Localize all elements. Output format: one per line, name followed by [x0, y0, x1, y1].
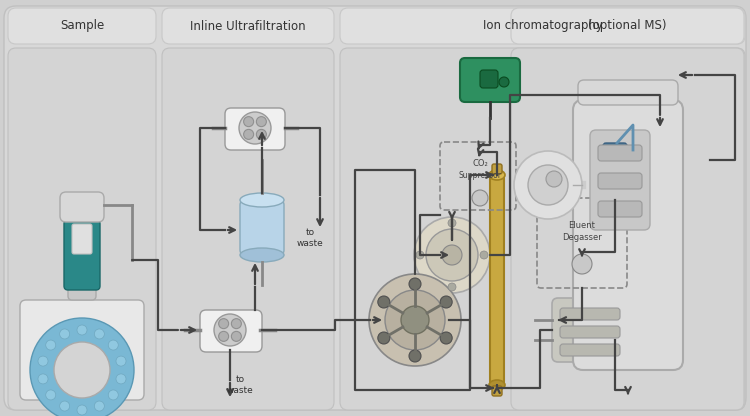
Circle shape: [46, 390, 56, 400]
Circle shape: [244, 116, 254, 126]
FancyBboxPatch shape: [552, 298, 628, 362]
Text: Degasser: Degasser: [562, 233, 602, 243]
Circle shape: [448, 219, 456, 227]
Circle shape: [499, 77, 509, 87]
Ellipse shape: [489, 170, 505, 180]
Circle shape: [239, 112, 271, 144]
Text: Inline Ultrafiltration: Inline Ultrafiltration: [190, 20, 306, 32]
Text: Eluent: Eluent: [568, 221, 596, 230]
FancyBboxPatch shape: [511, 48, 744, 410]
Circle shape: [546, 171, 562, 187]
Circle shape: [60, 401, 70, 411]
Circle shape: [30, 318, 134, 416]
FancyBboxPatch shape: [8, 8, 156, 44]
Circle shape: [440, 296, 452, 308]
Circle shape: [38, 356, 48, 366]
Circle shape: [385, 290, 445, 350]
FancyBboxPatch shape: [20, 300, 144, 400]
FancyBboxPatch shape: [605, 155, 625, 181]
Ellipse shape: [240, 193, 284, 207]
Circle shape: [231, 319, 242, 329]
FancyBboxPatch shape: [8, 48, 156, 410]
Circle shape: [38, 374, 48, 384]
FancyBboxPatch shape: [4, 6, 746, 410]
FancyBboxPatch shape: [603, 143, 627, 157]
Circle shape: [219, 319, 229, 329]
Circle shape: [219, 332, 229, 342]
FancyBboxPatch shape: [460, 58, 520, 102]
FancyBboxPatch shape: [68, 200, 96, 300]
FancyBboxPatch shape: [340, 8, 745, 44]
Circle shape: [60, 329, 70, 339]
FancyBboxPatch shape: [560, 308, 620, 320]
Circle shape: [378, 332, 390, 344]
Text: Suppressor: Suppressor: [458, 171, 502, 181]
Circle shape: [440, 332, 452, 344]
Text: to
waste: to waste: [296, 228, 323, 248]
Text: Sample: Sample: [60, 20, 104, 32]
Text: Ion chromatography: Ion chromatography: [482, 20, 602, 32]
Circle shape: [426, 229, 478, 281]
Circle shape: [514, 151, 582, 219]
Circle shape: [77, 405, 87, 415]
FancyBboxPatch shape: [598, 201, 642, 217]
Circle shape: [108, 390, 118, 400]
Circle shape: [378, 296, 390, 308]
FancyBboxPatch shape: [589, 205, 641, 345]
FancyBboxPatch shape: [598, 145, 642, 161]
FancyBboxPatch shape: [480, 70, 498, 88]
Text: to
waste: to waste: [226, 375, 254, 395]
Circle shape: [244, 129, 254, 139]
Circle shape: [214, 314, 246, 346]
Circle shape: [116, 356, 126, 366]
FancyBboxPatch shape: [340, 48, 745, 410]
Text: (optional MS): (optional MS): [588, 20, 667, 32]
FancyBboxPatch shape: [240, 200, 284, 255]
Circle shape: [46, 340, 56, 350]
Ellipse shape: [489, 380, 505, 390]
Circle shape: [528, 165, 568, 205]
Circle shape: [77, 325, 87, 335]
FancyBboxPatch shape: [60, 192, 104, 222]
Circle shape: [409, 350, 421, 362]
Circle shape: [401, 306, 429, 334]
Circle shape: [442, 245, 462, 265]
FancyBboxPatch shape: [162, 48, 334, 410]
FancyBboxPatch shape: [511, 8, 744, 44]
FancyBboxPatch shape: [590, 130, 650, 230]
FancyBboxPatch shape: [492, 386, 502, 396]
Circle shape: [369, 274, 461, 366]
FancyBboxPatch shape: [573, 100, 683, 370]
Circle shape: [256, 129, 266, 139]
Circle shape: [94, 401, 104, 411]
Circle shape: [231, 332, 242, 342]
FancyBboxPatch shape: [597, 179, 633, 209]
Circle shape: [108, 340, 118, 350]
FancyBboxPatch shape: [72, 224, 92, 254]
Circle shape: [54, 342, 110, 398]
Circle shape: [480, 251, 488, 259]
FancyBboxPatch shape: [64, 220, 100, 290]
FancyBboxPatch shape: [560, 326, 620, 338]
Circle shape: [416, 251, 424, 259]
Circle shape: [472, 190, 488, 206]
FancyBboxPatch shape: [162, 8, 334, 44]
Circle shape: [572, 254, 592, 274]
Circle shape: [256, 116, 266, 126]
FancyBboxPatch shape: [560, 344, 620, 356]
Ellipse shape: [240, 248, 284, 262]
FancyBboxPatch shape: [200, 310, 262, 352]
FancyBboxPatch shape: [578, 80, 678, 105]
Circle shape: [414, 217, 490, 293]
Circle shape: [409, 278, 421, 290]
FancyBboxPatch shape: [490, 175, 504, 385]
FancyBboxPatch shape: [598, 173, 642, 189]
FancyBboxPatch shape: [225, 108, 285, 150]
FancyBboxPatch shape: [492, 164, 502, 174]
Circle shape: [448, 283, 456, 291]
Circle shape: [116, 374, 126, 384]
Circle shape: [94, 329, 104, 339]
Text: CO₂: CO₂: [472, 159, 488, 168]
